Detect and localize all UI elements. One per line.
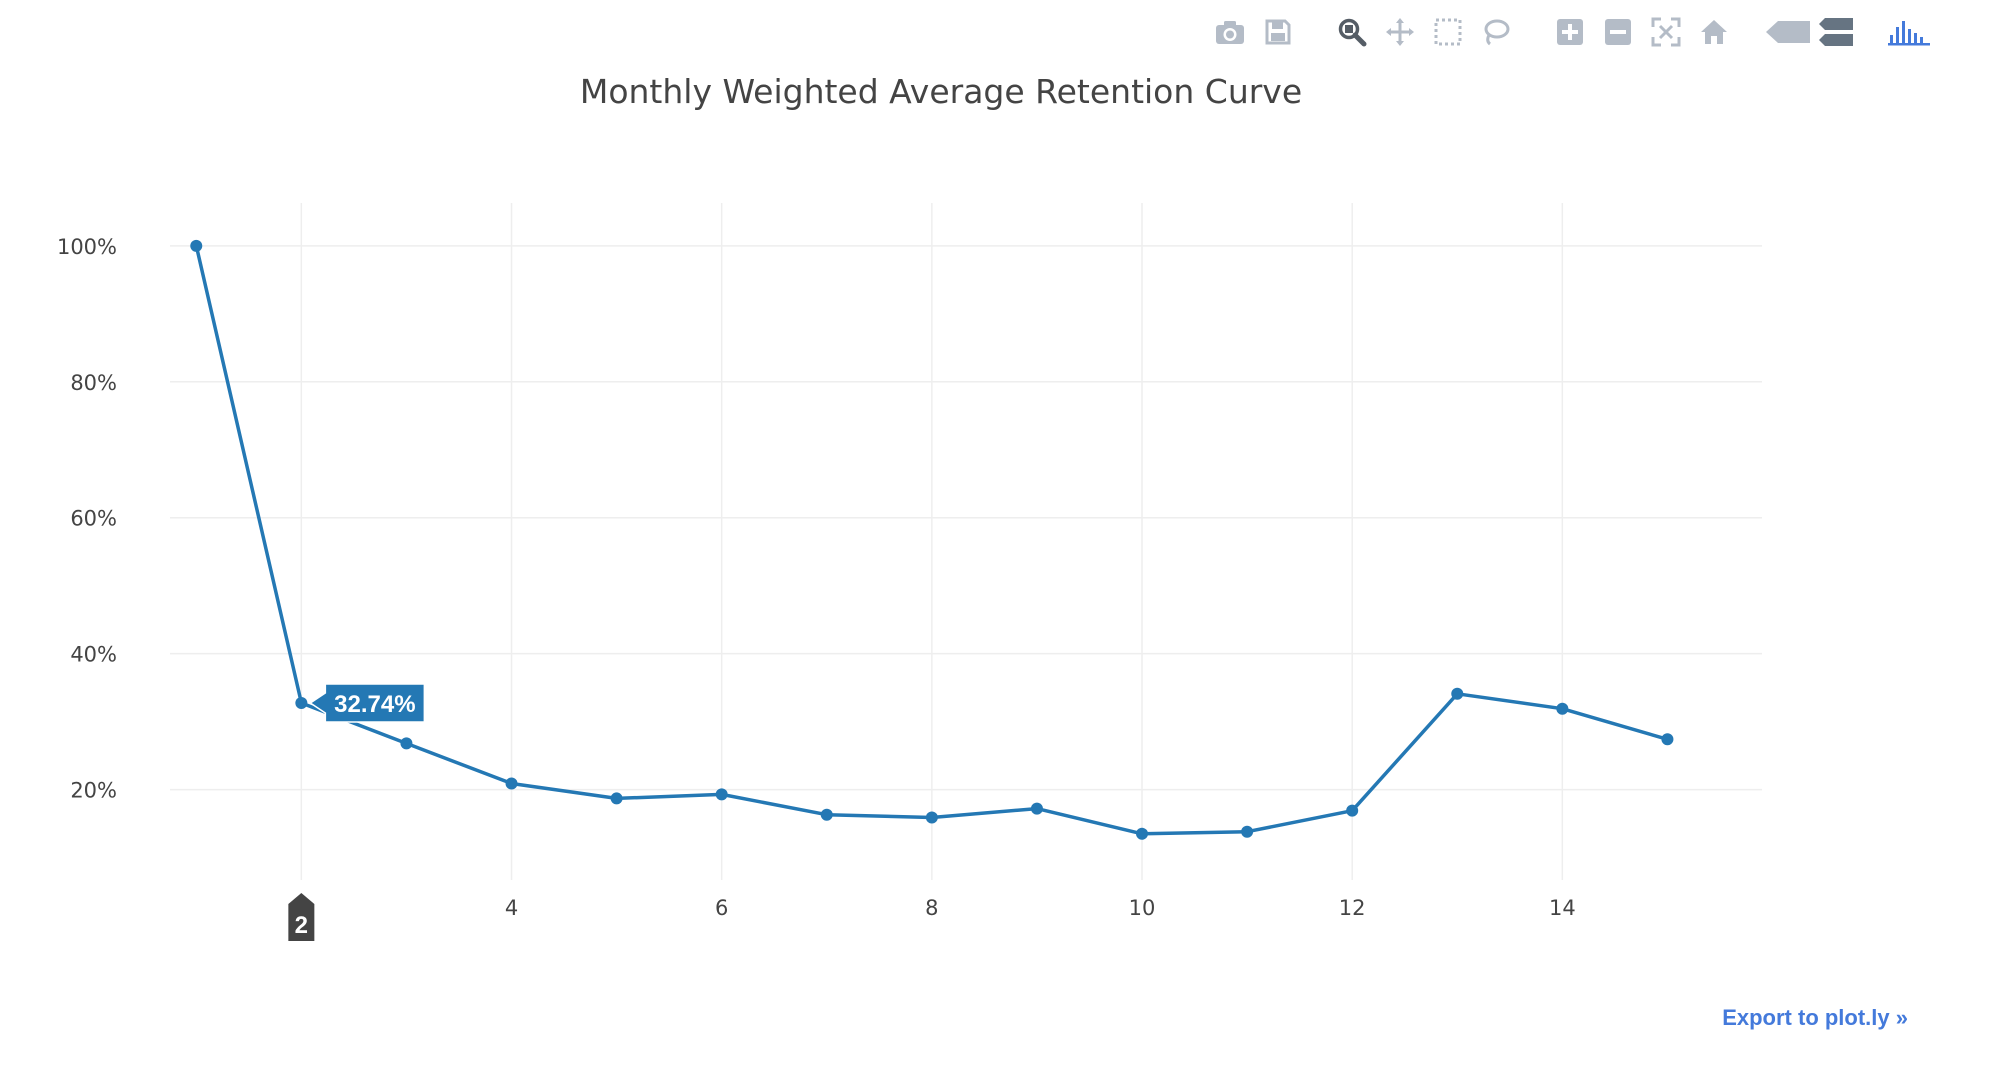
export-to-plotly-link[interactable]: Export to plot.ly » xyxy=(1722,1005,1908,1030)
spike-lines-button[interactable] xyxy=(1765,12,1811,52)
zoom-out-icon xyxy=(1604,18,1632,46)
hover-label: 32.74% xyxy=(309,683,426,723)
modebar-group xyxy=(1765,12,1864,52)
x-hover-tag-value: 2 xyxy=(295,912,308,939)
plotly-logo-icon xyxy=(1887,17,1933,47)
chart-title: Monthly Weighted Average Retention Curve xyxy=(580,72,1302,111)
x-tick-label: 8 xyxy=(925,896,938,920)
save-button[interactable] xyxy=(1258,12,1298,52)
data-point[interactable] xyxy=(1451,687,1464,700)
home-button[interactable] xyxy=(1694,12,1734,52)
modebar-group xyxy=(1550,12,1742,52)
data-point[interactable] xyxy=(1556,702,1569,715)
data-point[interactable] xyxy=(505,777,518,790)
hover-label-value: 32.74% xyxy=(334,691,415,718)
x-tick-label: 14 xyxy=(1549,896,1576,920)
zoom-button[interactable] xyxy=(1332,12,1372,52)
data-point[interactable] xyxy=(1661,733,1674,746)
home-icon xyxy=(1699,18,1729,46)
y-tick-label: 20% xyxy=(70,779,117,803)
y-tick-label: 80% xyxy=(70,371,117,395)
modebar xyxy=(1210,10,1964,54)
box-select-button[interactable] xyxy=(1428,12,1468,52)
plotly-logo-button[interactable] xyxy=(1887,12,1933,52)
x-hover-tag-box xyxy=(288,893,315,941)
data-point[interactable] xyxy=(1346,804,1359,817)
modebar-group xyxy=(1332,12,1524,52)
save-icon xyxy=(1264,18,1292,46)
zoom-in-button[interactable] xyxy=(1550,12,1590,52)
data-point[interactable] xyxy=(400,737,413,750)
data-point[interactable] xyxy=(820,808,833,821)
lasso-select-button[interactable] xyxy=(1476,12,1516,52)
y-tick-label: 40% xyxy=(70,643,117,667)
pan-button[interactable] xyxy=(1380,12,1420,52)
y-tick-label: 100% xyxy=(57,235,117,259)
autoscale-icon xyxy=(1651,17,1681,47)
data-point[interactable] xyxy=(925,811,938,824)
x-hover-tag: 2 xyxy=(288,893,315,941)
x-tick-label: 12 xyxy=(1339,896,1366,920)
x-tick-label: 10 xyxy=(1129,896,1156,920)
y-tick-label: 60% xyxy=(70,507,117,531)
spike-lines-icon xyxy=(1765,19,1811,45)
modebar-group xyxy=(1887,12,1938,52)
modebar-group xyxy=(1210,12,1306,52)
x-tick-label: 6 xyxy=(715,896,728,920)
x-axis-ticks: 4 6 8 10 12 14 xyxy=(505,896,1576,920)
data-point[interactable] xyxy=(1030,802,1043,815)
compare-data-icon xyxy=(1818,17,1854,47)
hover-layer: 32.74% 2 xyxy=(288,683,426,941)
grid-lines xyxy=(170,203,1762,880)
autoscale-button[interactable] xyxy=(1646,12,1686,52)
camera-button[interactable] xyxy=(1210,12,1250,52)
data-point[interactable] xyxy=(610,792,623,805)
data-point[interactable] xyxy=(295,697,308,710)
pan-icon xyxy=(1385,17,1415,47)
y-axis-ticks: 20% 40% 60% 80% 100% xyxy=(57,235,117,803)
zoom-in-icon xyxy=(1556,18,1584,46)
camera-icon xyxy=(1214,18,1246,46)
box-select-icon xyxy=(1433,17,1463,47)
x-tick-label: 4 xyxy=(505,896,518,920)
zoom-icon xyxy=(1337,17,1367,47)
hover-label-box xyxy=(309,683,426,723)
compare-data-button[interactable] xyxy=(1816,12,1856,52)
points-layer xyxy=(190,239,1674,840)
data-point[interactable] xyxy=(1241,825,1254,838)
data-point[interactable] xyxy=(715,788,728,801)
lasso-select-icon xyxy=(1481,17,1511,47)
zoom-out-button[interactable] xyxy=(1598,12,1638,52)
data-point[interactable] xyxy=(190,239,203,252)
data-point[interactable] xyxy=(1136,827,1149,840)
